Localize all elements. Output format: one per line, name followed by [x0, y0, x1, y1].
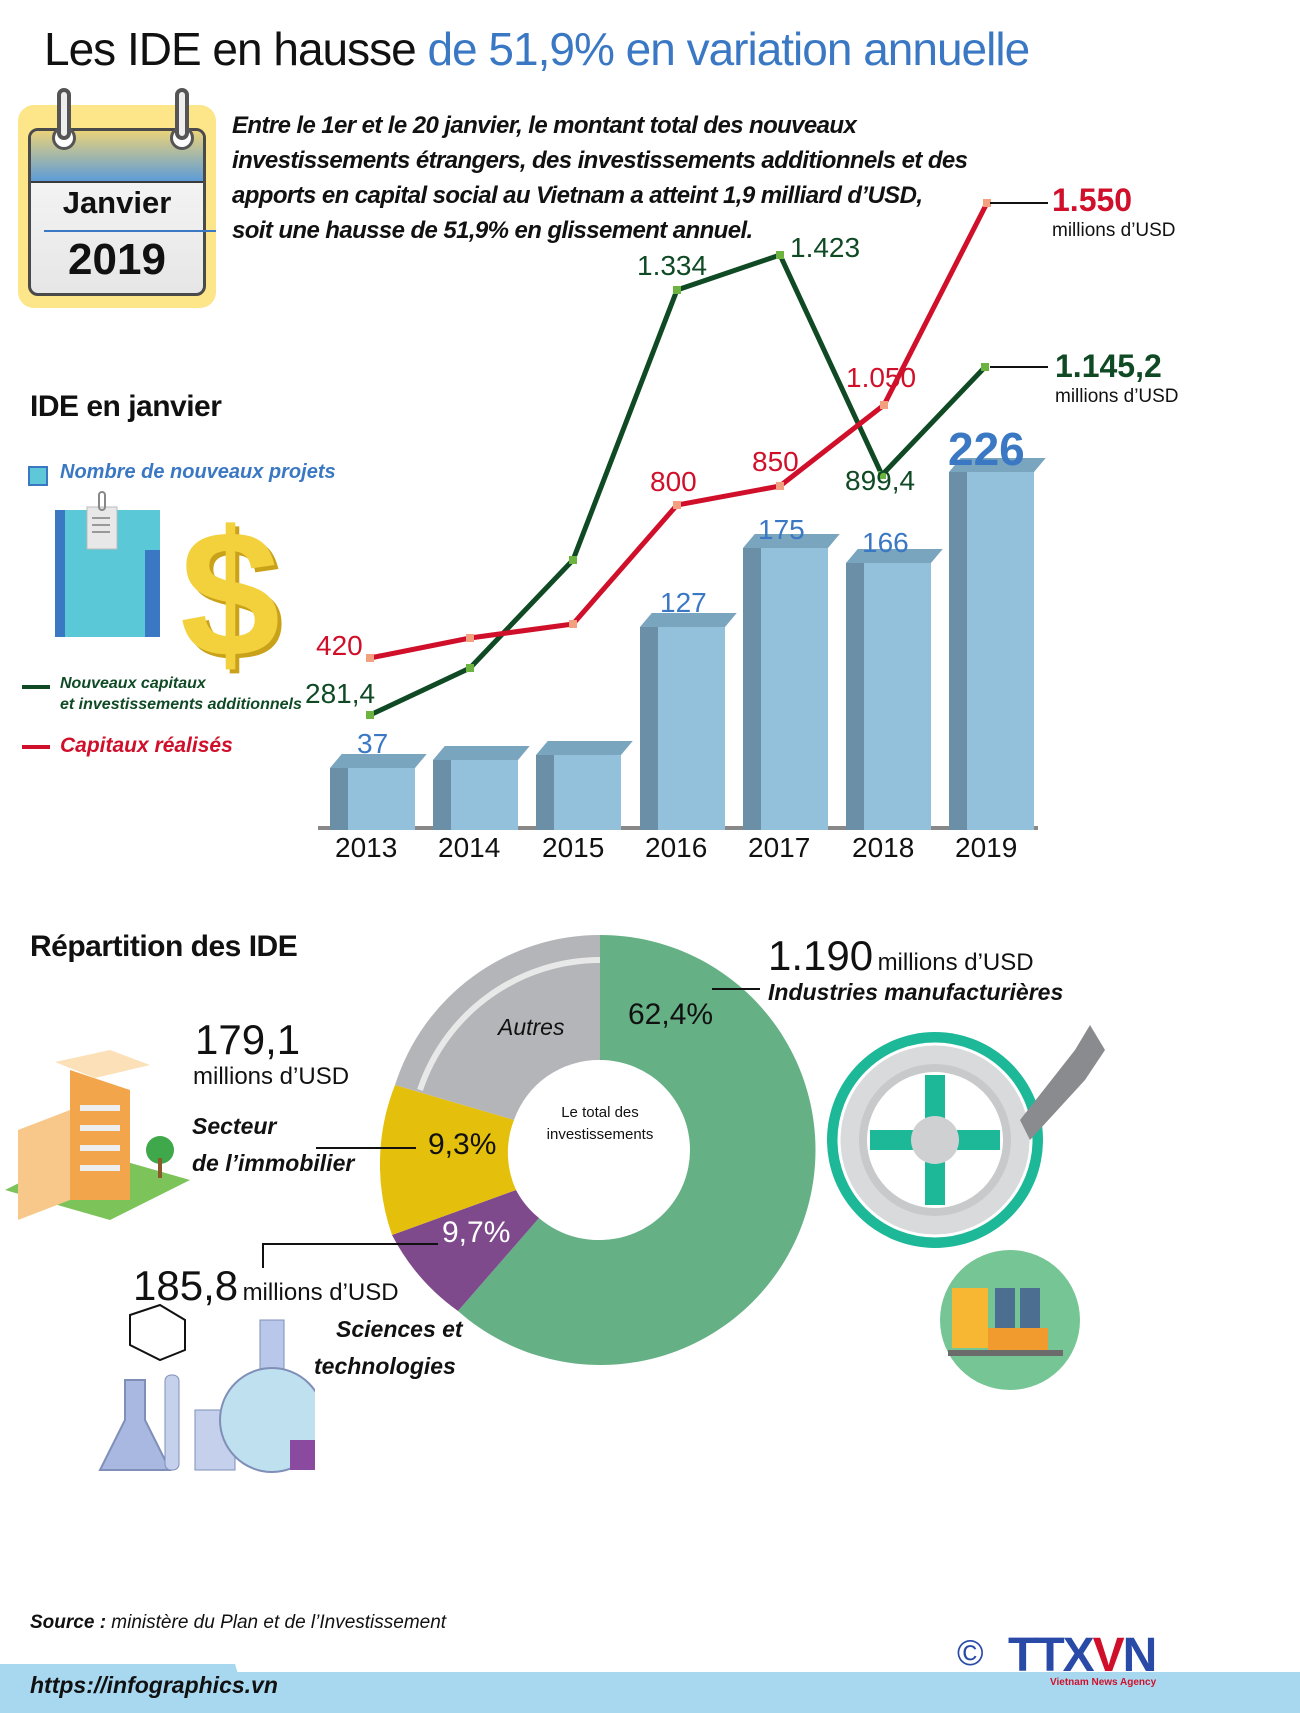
- leader-sci: [262, 1243, 438, 1245]
- green-2019-callout-unit: millions d’USD: [1055, 386, 1179, 407]
- x-tick-2015: 2015: [542, 832, 605, 863]
- leader-manuf: [712, 988, 760, 990]
- green-label-2018: 899,4: [845, 465, 916, 496]
- leader-immo: [316, 1147, 416, 1149]
- intro-line: apports en capital social au Vietnam a a…: [232, 182, 923, 209]
- immo-amount: 179,1: [195, 1016, 301, 1063]
- footer-url-link[interactable]: https://infographics.vn: [30, 1672, 278, 1698]
- bar-2015: [536, 755, 621, 830]
- calendar-ring-left: [57, 88, 71, 140]
- leader-sci-drop: [262, 1243, 264, 1268]
- red-2019-callout-unit: millions d’USD: [1052, 220, 1176, 241]
- red-label-2013: 420: [316, 630, 363, 661]
- slice-pct-sciences: 9,7%: [442, 1216, 511, 1249]
- legend-green-label: Nouveaux capitaux et investissements add…: [60, 675, 302, 713]
- legend-bars-swatch: [28, 466, 48, 486]
- calendar-ring-right: [175, 88, 189, 140]
- gear-wrench-icon: [827, 1025, 1105, 1390]
- slice-pct-immobilier: 9,3%: [428, 1128, 497, 1161]
- manuf-name: Industries manufacturières: [768, 979, 1064, 1005]
- green-2019-callout-value: 1.145,2: [1055, 348, 1162, 384]
- intro-line: investissements étrangers, des investiss…: [232, 147, 968, 174]
- page-title: Les IDE en hausse de 51,9% en variation …: [44, 22, 1030, 76]
- sci-amount: 185,8 millions d’USD: [133, 1262, 399, 1309]
- title-accent: de 51,9% en variation annuelle: [427, 23, 1030, 75]
- slice-pct-manufacturieres: 62,4%: [628, 998, 714, 1031]
- donut-center-label: Le total des investissements: [546, 1104, 654, 1143]
- slice-manufacturieres: [458, 934, 816, 1365]
- bar-label-2018: 166: [862, 527, 909, 558]
- red-label-2016: 800: [650, 466, 697, 497]
- green-markers: [366, 251, 989, 719]
- green-label-2017: 1.423: [790, 232, 861, 263]
- donut-chart: [380, 934, 816, 1365]
- sci-name-2: technologies: [314, 1353, 456, 1379]
- x-tick-2014: 2014: [438, 832, 501, 863]
- bar-2014: [433, 760, 518, 830]
- bar-2016: [640, 627, 725, 830]
- immo-unit: millions d’USD: [193, 1063, 350, 1090]
- sci-name-1: Sciences et: [336, 1316, 463, 1342]
- x-tick-2013: 2013: [335, 832, 398, 863]
- folder-icon: [55, 491, 160, 637]
- source-line: Source : ministère du Plan et de l’Inves…: [30, 1612, 447, 1633]
- x-tick-2017: 2017: [748, 832, 811, 863]
- ttxvn-logo-subtitle: Vietnam News Agency: [1050, 1677, 1157, 1688]
- title-main: Les IDE en hausse: [44, 23, 428, 75]
- legend-red-label: Capitaux réalisés: [60, 734, 233, 757]
- dollar-icon: $: [180, 494, 281, 695]
- ttxvn-logo: TTXVN: [1008, 1629, 1157, 1682]
- bar-2018: [846, 563, 931, 830]
- slice-label-autres: Autres: [498, 1014, 565, 1040]
- laboratory-flask-icon: [98, 1303, 315, 1473]
- x-tick-2019: 2019: [955, 832, 1018, 863]
- bar-2017: [743, 548, 828, 830]
- calendar-month: Janvier: [62, 185, 172, 220]
- green-label-2016: 1.334: [637, 250, 708, 281]
- section-title-ide-janvier: IDE en janvier: [30, 390, 222, 423]
- intro-paragraph: Entre le 1er et le 20 janvier, le montan…: [232, 108, 1032, 248]
- legend-red-line: [22, 745, 50, 749]
- bar-label-2016: 127: [660, 587, 707, 618]
- red-2019-callout-value: 1.550: [1052, 182, 1133, 218]
- calendar-divider: [44, 230, 216, 232]
- bar-2019: [949, 472, 1034, 830]
- legend-green-line: [22, 685, 50, 689]
- slice-sciences: [392, 1190, 539, 1311]
- red-label-2018: 1.050: [846, 362, 917, 393]
- bar-label-2013: 37: [357, 728, 389, 759]
- red-label-2017: 850: [752, 446, 799, 477]
- bar-label-2019: 226: [948, 423, 1025, 475]
- building-icon: [5, 1050, 190, 1220]
- section-title-repartition: Répartition des IDE: [30, 930, 298, 963]
- intro-line: Entre le 1er et le 20 janvier, le montan…: [232, 112, 857, 139]
- footer-tab: [0, 1664, 250, 1713]
- bar-label-2017: 175: [758, 514, 805, 545]
- manuf-amount: 1.190 millions d’USD: [768, 932, 1034, 979]
- calendar-year: 2019: [68, 235, 166, 284]
- slice-autres: [395, 935, 600, 1120]
- x-tick-2016: 2016: [645, 832, 708, 863]
- intro-line: soit une hausse de 51,9% en glissement a…: [232, 217, 753, 244]
- line-chart: [366, 199, 1048, 719]
- immo-name-1: Secteur: [192, 1113, 277, 1139]
- x-tick-2018: 2018: [852, 832, 915, 863]
- green-label-2013: 281,4: [305, 678, 376, 709]
- red-markers: [366, 199, 991, 662]
- immo-name-2: de l’immobilier: [192, 1150, 355, 1176]
- legend-bars-label: Nombre de nouveaux projets: [60, 461, 336, 483]
- bar-2013: [330, 768, 415, 830]
- copyright-icon: ©: [957, 1632, 984, 1673]
- slice-immobilier: [380, 1085, 516, 1235]
